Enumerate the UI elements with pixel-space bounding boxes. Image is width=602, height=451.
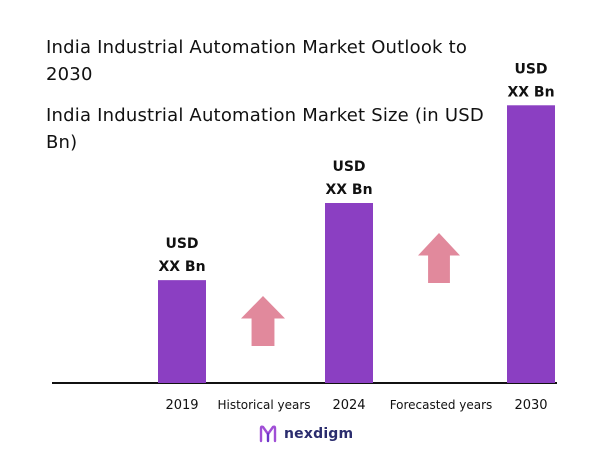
nexdigm-logo-icon — [259, 425, 277, 443]
brand-name: nexdigm — [284, 426, 354, 442]
arrow-up-icon-historical — [241, 296, 285, 346]
brand-logo: nexdigm — [259, 425, 353, 443]
data-label-currency-2030: USD — [514, 61, 547, 77]
data-label-currency-2019: USD — [165, 236, 198, 252]
x-tick-label-2030: 2030 — [514, 398, 547, 413]
bar-2030 — [507, 105, 555, 384]
x-tick-label-2019: 2019 — [165, 398, 198, 413]
page-title: India Industrial Automation Market Outlo… — [46, 37, 468, 85]
chart-subtitle: India Industrial Automation Market Size … — [46, 105, 484, 153]
period-label-forecasted: Forecasted years — [390, 398, 493, 412]
bar-2024 — [325, 203, 373, 383]
bar-2019 — [158, 280, 206, 383]
period-label-historical: Historical years — [217, 398, 310, 412]
data-label-value-2024: XX Bn — [325, 182, 372, 198]
data-label-value-2030: XX Bn — [507, 84, 554, 100]
data-label-currency-2024: USD — [332, 159, 365, 175]
arrow-up-icon-forecasted — [418, 233, 460, 283]
x-tick-label-2024: 2024 — [332, 398, 365, 413]
data-label-value-2019: XX Bn — [158, 259, 205, 275]
